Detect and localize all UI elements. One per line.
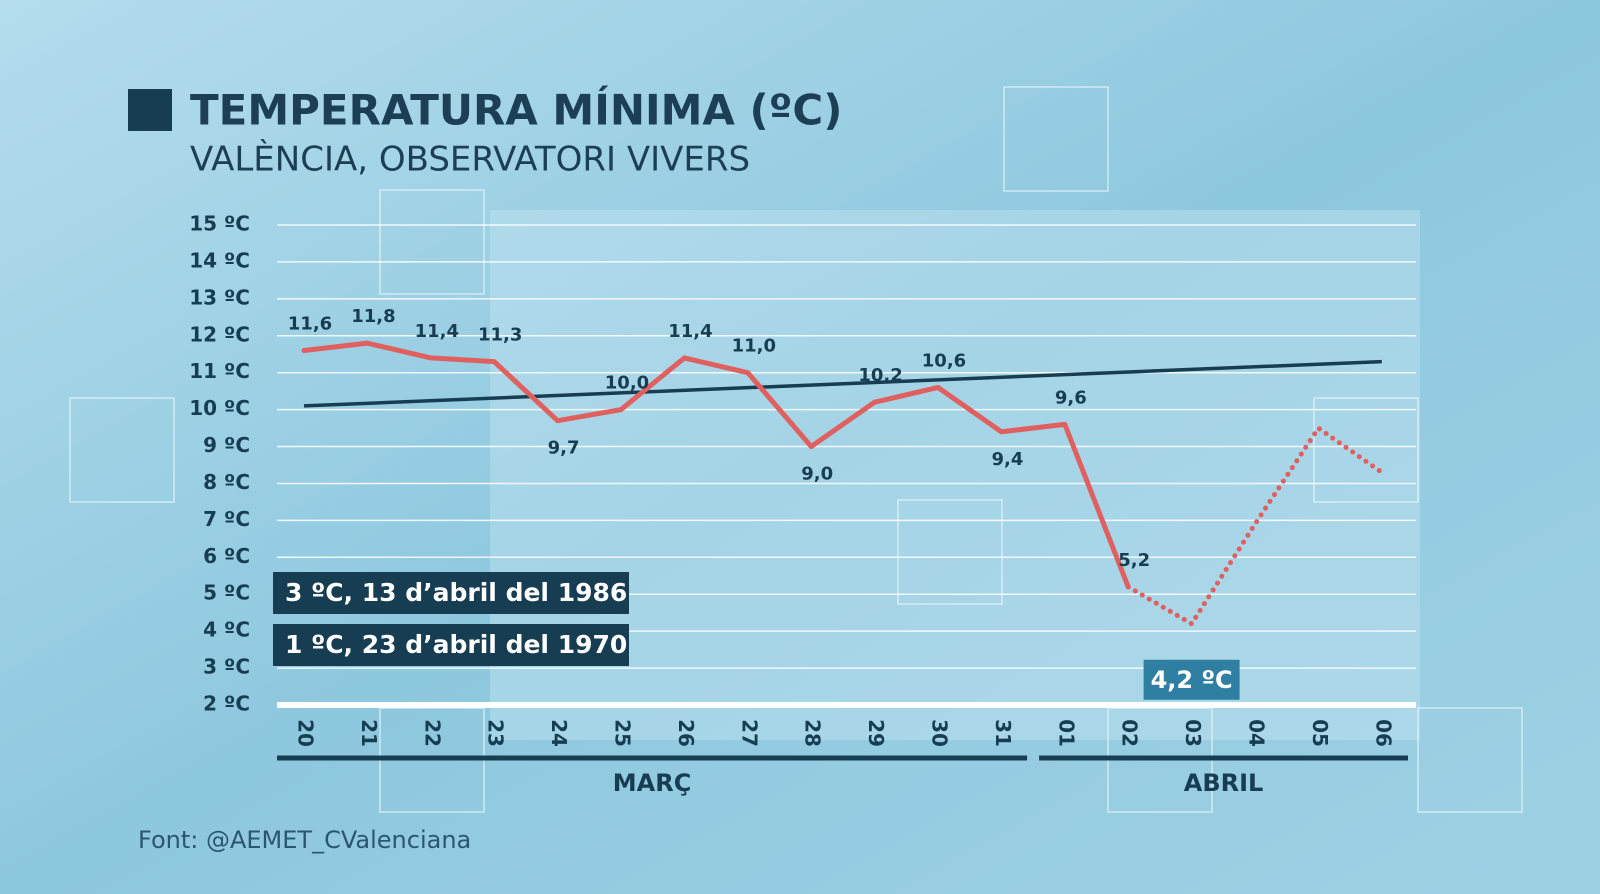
month-label: ABRIL xyxy=(1184,769,1264,797)
value-label: 4,2 ºC xyxy=(1151,666,1233,694)
y-tick-label: 3 ºC xyxy=(203,655,250,679)
chart-title: TEMPERATURA MÍNIMA (ºC) xyxy=(190,85,842,135)
value-label: 11,6 xyxy=(288,314,332,335)
y-tick-label: 13 ºC xyxy=(189,285,250,309)
x-tick-label: 21 xyxy=(357,719,381,747)
record-box xyxy=(273,572,629,614)
value-label-box xyxy=(1143,659,1240,700)
x-tick-label: 03 xyxy=(1181,719,1205,747)
value-label: 11,0 xyxy=(732,336,776,357)
value-label: 9,7 xyxy=(548,438,580,459)
y-tick-label: 15 ºC xyxy=(189,212,250,236)
x-tick-label: 04 xyxy=(1245,719,1269,747)
x-tick-label: 23 xyxy=(484,719,508,747)
y-tick-label: 6 ºC xyxy=(203,544,250,568)
x-tick-label: 28 xyxy=(801,719,825,747)
source: Font: @AEMET_CValenciana xyxy=(138,826,471,854)
value-label: 9,6 xyxy=(1055,387,1087,408)
value-label: 9,4 xyxy=(991,449,1023,470)
x-tick-label: 02 xyxy=(1118,719,1142,747)
y-tick-label: 5 ºC xyxy=(203,581,250,605)
y-tick-label: 14 ºC xyxy=(189,248,250,272)
series-line xyxy=(1125,425,1385,627)
value-label: 11,8 xyxy=(351,306,395,327)
y-tick-label: 4 ºC xyxy=(203,618,250,642)
value-label: 11,4 xyxy=(415,321,459,342)
y-tick-label: 8 ºC xyxy=(203,470,250,494)
record-label: 1 ºC, 23 d’abril del 1970 xyxy=(285,630,627,659)
trend-line xyxy=(303,359,1382,408)
series-line xyxy=(301,340,1131,590)
x-tick-label: 29 xyxy=(864,719,888,747)
value-label: 5,2 xyxy=(1118,550,1150,571)
x-tick-label: 20 xyxy=(294,719,318,747)
x-tick-label: 25 xyxy=(611,719,635,747)
value-label: 10,0 xyxy=(605,373,649,394)
value-label: 10,2 xyxy=(858,365,902,386)
x-tick-label: 24 xyxy=(547,719,571,747)
y-tick-label: 7 ºC xyxy=(203,507,250,531)
y-tick-label: 10 ºC xyxy=(189,396,250,420)
x-tick-label: 26 xyxy=(674,719,698,747)
x-tick-label: 22 xyxy=(420,719,444,747)
record-box xyxy=(273,624,629,666)
y-tick-label: 11 ºC xyxy=(189,359,250,383)
chart-subtitle: VALÈNCIA, OBSERVATORI VIVERS xyxy=(190,139,750,180)
record-label: 3 ºC, 13 d’abril del 1986 xyxy=(285,578,627,607)
value-label: 11,4 xyxy=(668,321,712,342)
x-tick-label: 31 xyxy=(991,719,1015,747)
value-label: 10,6 xyxy=(922,350,966,371)
x-tick-label: 01 xyxy=(1054,719,1078,747)
y-tick-label: 9 ºC xyxy=(203,433,250,457)
x-tick-label: 06 xyxy=(1371,719,1395,747)
y-tick-label: 2 ºC xyxy=(203,692,250,716)
panel xyxy=(490,210,1420,740)
y-tick-label: 12 ºC xyxy=(189,322,250,346)
x-tick-label: 27 xyxy=(737,719,761,747)
title-marker xyxy=(128,89,172,131)
x-tick-label: 05 xyxy=(1308,719,1332,747)
month-label: MARÇ xyxy=(613,769,692,797)
x-tick-label: 30 xyxy=(928,719,952,747)
value-label: 9,0 xyxy=(801,464,833,485)
value-label: 11,3 xyxy=(478,325,522,346)
